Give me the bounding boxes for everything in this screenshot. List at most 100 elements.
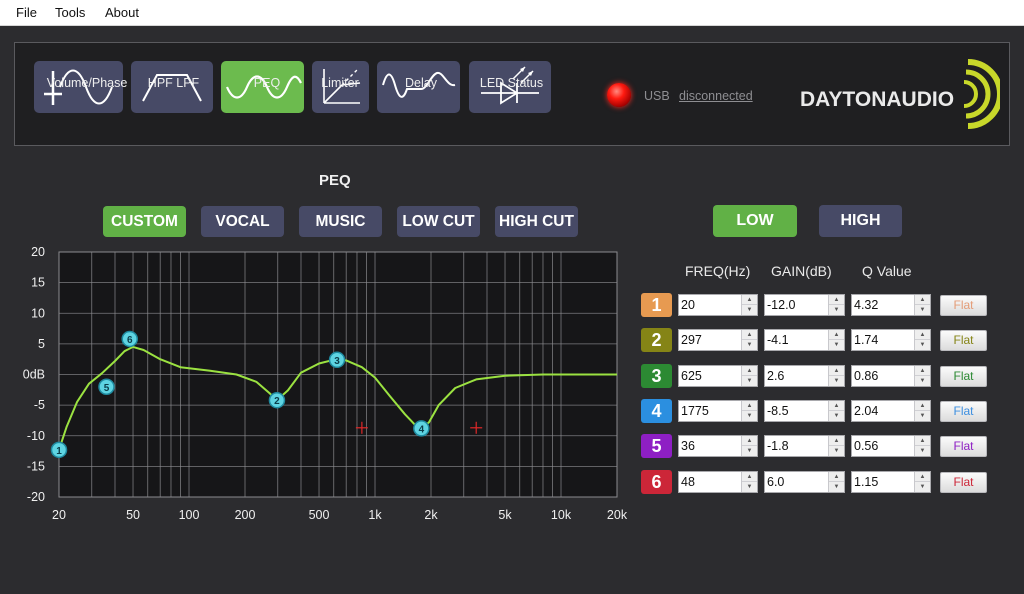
freq-input[interactable] [681,366,739,386]
gain-input[interactable] [767,295,826,315]
spin-down-icon[interactable]: ▼ [919,413,926,419]
q-spinbox[interactable]: ▲ ▼ [851,294,931,316]
gain-spin-buttons[interactable]: ▲ ▼ [828,472,844,492]
flat-button[interactable]: Flat [940,472,987,493]
spin-up-icon[interactable]: ▲ [915,295,930,305]
freq-input[interactable] [681,330,739,350]
spin-down-icon[interactable]: ▼ [919,448,926,454]
q-spin-buttons[interactable]: ▲ ▼ [914,436,930,456]
spin-down-icon[interactable]: ▼ [919,484,926,490]
spin-up-icon[interactable]: ▲ [742,366,757,376]
spin-up-icon[interactable]: ▲ [915,401,930,411]
gain-input[interactable] [767,330,826,350]
spin-down-icon[interactable]: ▼ [746,378,753,384]
flat-button[interactable]: Flat [940,436,987,457]
freq-spinbox[interactable]: ▲ ▼ [678,294,758,316]
freq-input[interactable] [681,295,739,315]
tool-limiter-button[interactable] [312,61,369,113]
flat-button[interactable]: Flat [940,295,987,316]
freq-input[interactable] [681,436,739,456]
freq-spin-buttons[interactable]: ▲ ▼ [741,295,757,315]
freq-spin-buttons[interactable]: ▲ ▼ [741,366,757,386]
spin-down-icon[interactable]: ▼ [833,342,840,348]
spin-up-icon[interactable]: ▲ [742,330,757,340]
spin-up-icon[interactable]: ▲ [742,472,757,482]
spin-up-icon[interactable]: ▲ [742,436,757,446]
menu-about[interactable]: About [105,5,139,20]
freq-spin-buttons[interactable]: ▲ ▼ [741,330,757,350]
spin-down-icon[interactable]: ▼ [833,307,840,313]
band-marker[interactable] [328,351,346,369]
spin-down-icon[interactable]: ▼ [833,413,840,419]
gain-input[interactable] [767,366,826,386]
q-input[interactable] [854,472,912,492]
freq-spinbox[interactable]: ▲ ▼ [678,435,758,457]
spin-up-icon[interactable]: ▲ [742,295,757,305]
spin-up-icon[interactable]: ▲ [915,436,930,446]
tool-led-status-button[interactable] [469,61,551,113]
flat-button[interactable]: Flat [940,401,987,422]
q-spin-buttons[interactable]: ▲ ▼ [914,472,930,492]
spin-up-icon[interactable]: ▲ [742,401,757,411]
spin-down-icon[interactable]: ▼ [833,378,840,384]
gain-spinbox[interactable]: ▲ ▼ [764,329,845,351]
spin-down-icon[interactable]: ▼ [746,307,753,313]
spin-down-icon[interactable]: ▼ [919,307,926,313]
q-spinbox[interactable]: ▲ ▼ [851,329,931,351]
q-input[interactable] [854,401,912,421]
spin-up-icon[interactable]: ▲ [829,401,844,411]
q-spin-buttons[interactable]: ▲ ▼ [914,366,930,386]
tool-volume-phase-button[interactable] [34,61,123,113]
q-input[interactable] [854,436,912,456]
spin-up-icon[interactable]: ▲ [829,436,844,446]
freq-spin-buttons[interactable]: ▲ ▼ [741,401,757,421]
gain-input[interactable] [767,436,826,456]
spin-down-icon[interactable]: ▼ [833,448,840,454]
gain-input[interactable] [767,472,826,492]
freq-input[interactable] [681,401,739,421]
freq-input[interactable] [681,472,739,492]
q-input[interactable] [854,330,912,350]
freq-spinbox[interactable]: ▲ ▼ [678,471,758,493]
spin-down-icon[interactable]: ▼ [833,484,840,490]
band-low-button[interactable]: LOW [713,205,797,237]
gain-spin-buttons[interactable]: ▲ ▼ [828,436,844,456]
preset-high-cut-button[interactable]: HIGH CUT [495,206,578,237]
gain-spin-buttons[interactable]: ▲ ▼ [828,366,844,386]
band-marker[interactable] [98,378,115,395]
q-spin-buttons[interactable]: ▲ ▼ [914,330,930,350]
preset-vocal-button[interactable]: VOCAL [201,206,284,237]
band-marker[interactable] [413,420,430,437]
q-spinbox[interactable]: ▲ ▼ [851,471,931,493]
q-spinbox[interactable]: ▲ ▼ [851,400,931,422]
spin-up-icon[interactable]: ▲ [915,330,930,340]
tool-peq-button[interactable] [221,61,304,113]
spin-down-icon[interactable]: ▼ [919,342,926,348]
freq-spinbox[interactable]: ▲ ▼ [678,365,758,387]
spin-up-icon[interactable]: ▲ [829,366,844,376]
tool-hpf-lpf-button[interactable] [131,61,213,113]
usb-status-link[interactable]: disconnected [679,89,753,103]
spin-down-icon[interactable]: ▼ [919,378,926,384]
preset-low-cut-button[interactable]: LOW CUT [397,206,480,237]
band-marker[interactable] [268,391,286,409]
gain-input[interactable] [767,401,826,421]
band-high-button[interactable]: HIGH [819,205,902,237]
gain-spin-buttons[interactable]: ▲ ▼ [828,330,844,350]
spin-up-icon[interactable]: ▲ [829,330,844,340]
spin-up-icon[interactable]: ▲ [915,472,930,482]
q-spin-buttons[interactable]: ▲ ▼ [914,295,930,315]
gain-spin-buttons[interactable]: ▲ ▼ [828,295,844,315]
freq-spinbox[interactable]: ▲ ▼ [678,329,758,351]
gain-spin-buttons[interactable]: ▲ ▼ [828,401,844,421]
spin-down-icon[interactable]: ▼ [746,413,753,419]
q-spinbox[interactable]: ▲ ▼ [851,435,931,457]
q-input[interactable] [854,295,912,315]
q-spinbox[interactable]: ▲ ▼ [851,365,931,387]
band-marker[interactable] [121,330,138,348]
gain-spinbox[interactable]: ▲ ▼ [764,400,845,422]
spin-up-icon[interactable]: ▲ [829,472,844,482]
gain-spinbox[interactable]: ▲ ▼ [764,435,845,457]
flat-button[interactable]: Flat [940,366,987,387]
